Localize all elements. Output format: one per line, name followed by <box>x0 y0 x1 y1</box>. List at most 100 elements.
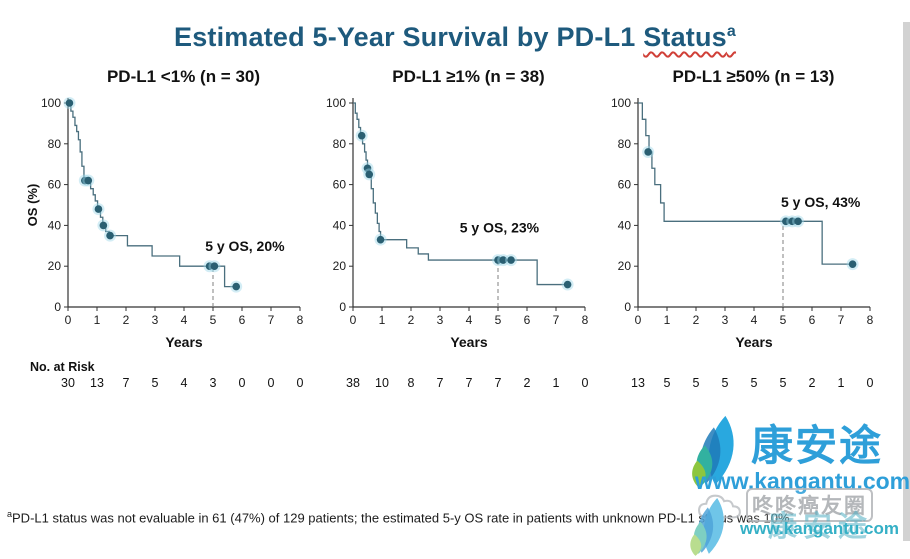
y-axis-label: OS (%) <box>25 184 40 227</box>
at-risk-value: 0 <box>581 376 589 390</box>
x-tick-label: 3 <box>722 313 729 327</box>
censor-marker <box>788 217 797 226</box>
censor-marker <box>499 256 508 264</box>
chart-title: PD-L1 ≥1% (n = 38) <box>392 67 545 86</box>
x-tick-label: 8 <box>582 313 589 327</box>
at-risk-value: 5 <box>721 376 729 390</box>
title-status-word: Status <box>643 22 727 52</box>
x-tick-label: 0 <box>65 313 72 327</box>
x-tick-label: 2 <box>408 313 415 327</box>
censor-marker <box>94 205 103 213</box>
x-tick-label: 4 <box>466 313 473 327</box>
x-tick-label: 3 <box>152 313 159 327</box>
y-tick-label: 100 <box>41 96 61 110</box>
survival-chart-pdl1-lt1: 0 20 40 60 80 100 0 1 2 3 4 5 6 7 8 Years OS (%) 5 y OS, … <box>25 96 304 350</box>
at-risk-value: 2 <box>523 376 531 390</box>
five-year-os-annotation: 5 y OS, 43% <box>781 194 861 210</box>
x-tick-label: 7 <box>838 313 845 327</box>
at-risk-value: 5 <box>151 376 159 390</box>
survival-step-curve <box>68 102 238 288</box>
at-risk-values-pdl1-lt1: 30 13 7 5 4 3 0 0 0 <box>25 376 310 394</box>
screen-edge-strip <box>903 22 910 541</box>
x-axis-label: Years <box>165 334 203 350</box>
page-title: Estimated 5-Year Survival by PD-L1 Statu… <box>0 22 910 53</box>
x-tick-label: 6 <box>809 313 816 327</box>
censor-marker <box>99 221 108 230</box>
at-risk-value: 38 <box>346 376 360 390</box>
y-tick-label: 60 <box>48 178 62 192</box>
x-tick-label: 5 <box>210 313 217 327</box>
chart-title: PD-L1 <1% (n = 30) <box>106 67 261 86</box>
at-risk-value: 13 <box>631 376 645 390</box>
chart-title: PD-L1 ≥50% (n = 13) <box>672 67 835 86</box>
at-risk-value: 0 <box>866 376 874 390</box>
title-text: Estimated 5-Year Survival by PD-L1 <box>173 22 644 52</box>
y-tick-label: 100 <box>326 96 346 110</box>
x-tick-label: 3 <box>437 313 444 327</box>
x-tick-label: 6 <box>239 313 246 327</box>
leaf-logo-icon <box>692 415 734 488</box>
x-tick-label: 2 <box>693 313 700 327</box>
at-risk-label: No. at Risk <box>30 360 95 374</box>
at-risk-value: 3 <box>209 376 217 390</box>
at-risk-value: 1 <box>837 376 845 390</box>
charts-row: PD-L1 <1% (n = 30) 0 20 40 60 80 100 0 1 2 3 4 5 6 7 8… <box>0 67 910 356</box>
at-risk-values-pdl1-ge1: 38 10 8 7 7 7 2 1 0 <box>310 376 595 394</box>
censor-marker <box>363 164 372 173</box>
x-tick-label: 1 <box>94 313 101 327</box>
at-risk-values-pdl1-ge50: 13 5 5 5 5 5 2 1 0 <box>595 376 880 394</box>
title-misspelled-word: Statusa <box>643 22 736 52</box>
y-tick-label: 0 <box>54 300 61 314</box>
y-tick-label: 20 <box>333 259 347 273</box>
y-tick-label: 0 <box>624 300 631 314</box>
y-tick-label: 80 <box>618 137 632 151</box>
x-tick-label: 7 <box>553 313 560 327</box>
at-risk-value: 5 <box>692 376 700 390</box>
censor-marker <box>357 131 366 140</box>
censor-marker <box>84 176 93 185</box>
x-tick-label: 8 <box>867 313 874 327</box>
chart-block-pdl1-ge1: PD-L1 ≥1% (n = 38) 0 20 40 60 80 100 0 1 2 3 4 5 6 7 8… <box>310 67 595 356</box>
x-tick-label: 5 <box>780 313 787 327</box>
x-tick-label: 1 <box>664 313 671 327</box>
y-tick-label: 20 <box>618 259 632 273</box>
censor-marker <box>376 235 385 244</box>
at-risk-value: 10 <box>375 376 389 390</box>
at-risk-value: 7 <box>436 376 444 390</box>
footnote-marker: a <box>7 509 13 519</box>
survival-chart-pdl1-ge50: 0 20 40 60 80 100 0 1 2 3 4 5 6 7 8 Years 5 y OS, 43% <box>611 96 874 350</box>
y-tick-label: 40 <box>618 218 632 232</box>
x-tick-label: 4 <box>751 313 758 327</box>
x-axis-label: Years <box>450 334 488 350</box>
survival-chart-pdl1-ge1: 0 20 40 60 80 100 0 1 2 3 4 5 6 7 8 Years 5 y OS, 23% <box>326 96 589 350</box>
y-tick-label: 0 <box>339 300 346 314</box>
x-tick-label: 8 <box>297 313 304 327</box>
at-risk-value: 7 <box>122 376 130 390</box>
at-risk-value: 7 <box>494 376 502 390</box>
censor-marker <box>232 282 240 291</box>
at-risk-value: 5 <box>779 376 787 390</box>
x-tick-label: 2 <box>123 313 130 327</box>
survival-step-curve <box>353 102 570 286</box>
x-tick-label: 5 <box>495 313 502 327</box>
x-tick-label: 6 <box>524 313 531 327</box>
watermark-brand-text: 康安途 <box>751 422 884 469</box>
censor-marker <box>106 231 114 240</box>
survival-step-curve <box>638 102 855 265</box>
y-tick-label: 60 <box>618 178 632 192</box>
at-risk-value: 8 <box>407 376 415 390</box>
y-tick-label: 40 <box>333 218 347 232</box>
at-risk-value: 4 <box>180 376 188 390</box>
five-year-os-annotation: 5 y OS, 20% <box>205 238 285 254</box>
y-tick-label: 100 <box>611 96 631 110</box>
title-footnote-marker: a <box>726 23 737 40</box>
censor-marker <box>507 256 515 264</box>
at-risk-value: 0 <box>296 376 304 390</box>
censor-marker <box>494 256 502 264</box>
y-tick-label: 20 <box>48 259 62 273</box>
at-risk-value: 0 <box>267 376 275 390</box>
watermark-url-text: www.kangantu.com <box>695 468 910 494</box>
x-tick-label: 0 <box>635 313 642 327</box>
leaf-logo-small-icon <box>690 498 724 556</box>
censor-marker <box>65 99 74 107</box>
